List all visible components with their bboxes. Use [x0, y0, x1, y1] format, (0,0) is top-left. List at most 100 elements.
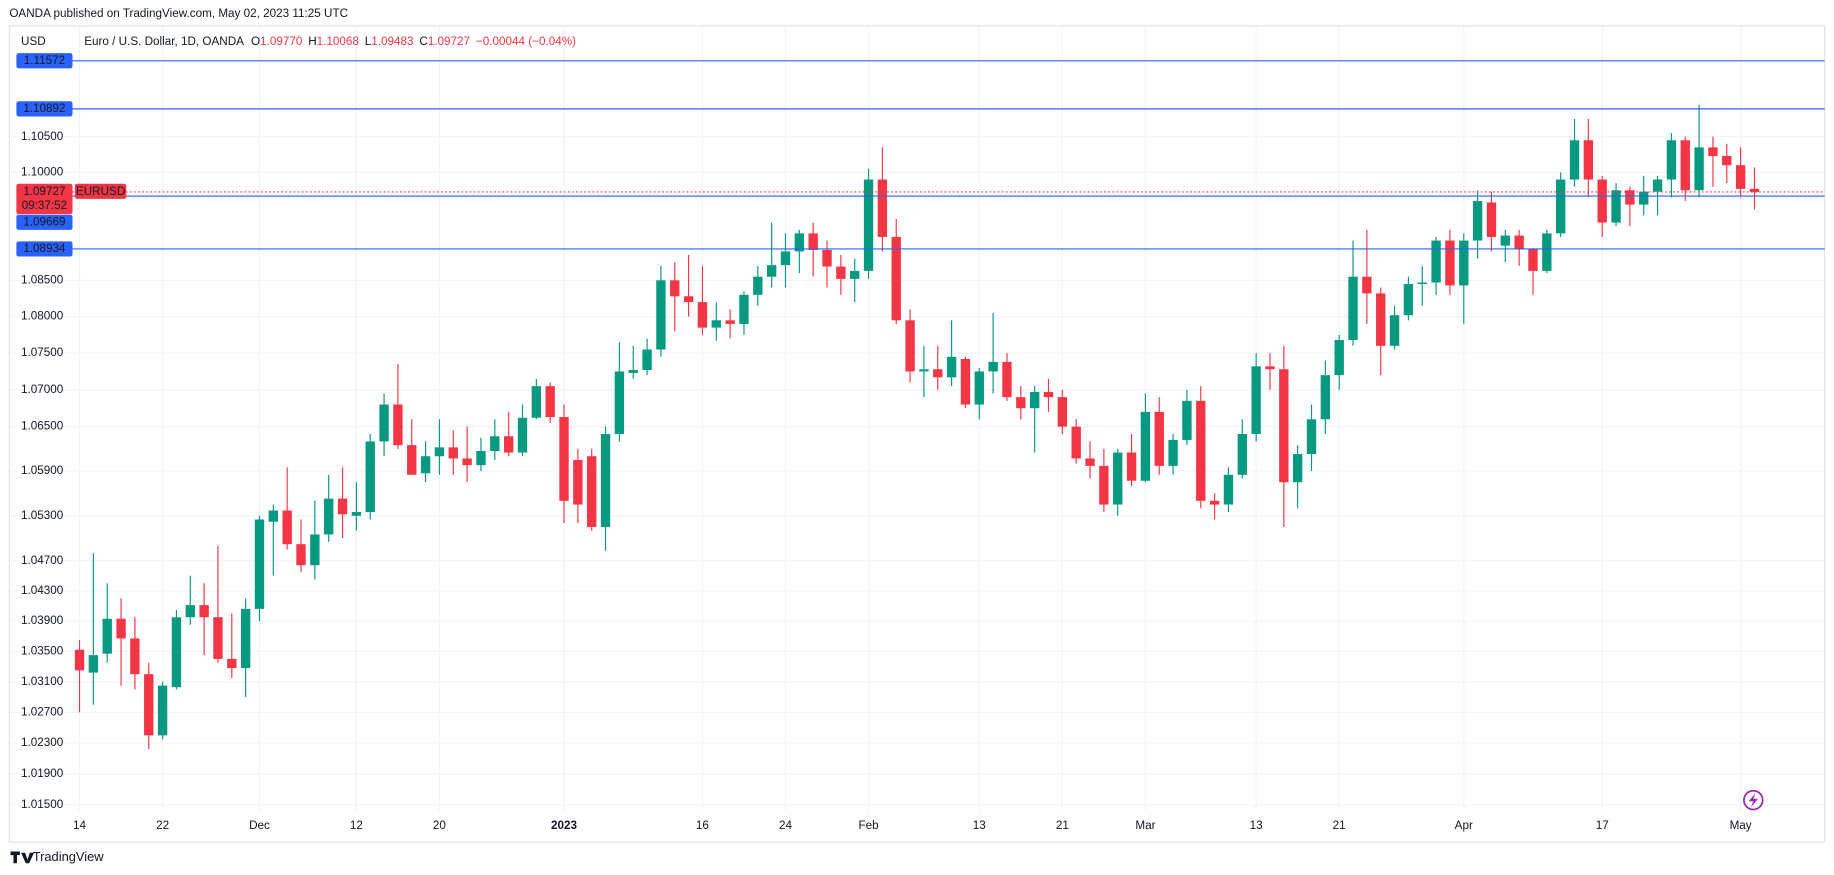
- legend-value: 1.09727: [428, 35, 470, 48]
- price-line-tag: [16, 214, 73, 230]
- price-line-tag: [16, 241, 73, 257]
- candle-body: [1528, 249, 1538, 271]
- candle-body: [725, 320, 735, 324]
- labels: 1.01500 1.01900 1.02300 1.02700 1.03100 1.035…: [16, 53, 1752, 832]
- candle-body: [1168, 439, 1178, 466]
- candle-body: [587, 456, 597, 527]
- y-tick-label: 1.10000: [21, 165, 64, 178]
- y-tick-label: 1.03500: [21, 644, 64, 657]
- y-tick-label: 1.05900: [21, 464, 64, 477]
- legend-value: 1.09770: [260, 35, 303, 48]
- candle-body: [1348, 276, 1358, 340]
- candle-body: [503, 436, 514, 453]
- candle-body: [1057, 397, 1068, 427]
- x-tick-label: Dec: [249, 819, 270, 832]
- candle-body: [1666, 140, 1677, 180]
- candle-body: [1085, 458, 1095, 466]
- price-line-tag: [16, 101, 73, 117]
- candle-body: [1389, 315, 1400, 346]
- legend-value: 1.09483: [371, 35, 413, 48]
- icon-bolt[interactable]: [1748, 793, 1758, 808]
- y-tick-label: 1.04700: [21, 554, 64, 567]
- candle-body: [1652, 179, 1663, 192]
- candle-body: [933, 369, 943, 378]
- candle-body: [490, 436, 500, 452]
- candle-body: [1694, 147, 1704, 191]
- icon-ring[interactable]: [1743, 789, 1764, 811]
- candle-body: [1569, 140, 1580, 180]
- candle-body: [1486, 202, 1497, 237]
- legend: Euro / U.S. Dollar, 1D, OANDA O1.09770 H1.…: [84, 35, 576, 48]
- candle-body: [531, 386, 542, 418]
- x-tick-label: 13: [973, 819, 986, 832]
- candle-body: [213, 617, 223, 659]
- x-tick-label: 14: [73, 819, 87, 832]
- candle-body: [600, 434, 611, 527]
- candle-body: [1237, 434, 1247, 475]
- y-tick-label: 1.07000: [21, 383, 64, 396]
- candle-body: [1611, 190, 1621, 223]
- candle-body: [1376, 293, 1386, 346]
- candle-body: [130, 638, 140, 675]
- legend-value: 1.10068: [317, 35, 359, 48]
- legend-key: O: [251, 35, 260, 48]
- candle-body: [1403, 283, 1414, 316]
- candle-body: [946, 356, 957, 378]
- price-line-label: 1.08934: [23, 242, 66, 255]
- header: OANDA published on TradingView.com, May …: [9, 7, 348, 20]
- y-tick-label: 1.02700: [21, 705, 64, 718]
- candle-body: [739, 294, 749, 324]
- candle-body: [683, 296, 694, 303]
- candle-body: [1597, 179, 1607, 223]
- candle-body: [628, 369, 638, 373]
- candle-body: [254, 519, 265, 609]
- candle-body: [1251, 366, 1261, 435]
- x-tick-label: 16: [696, 819, 709, 832]
- last-price-tag: [16, 183, 73, 215]
- x-tick-label: 21: [1056, 819, 1069, 832]
- candle-body: [1334, 339, 1344, 376]
- candle-body: [794, 233, 805, 252]
- candle-body: [157, 685, 168, 736]
- candle-body: [1140, 411, 1151, 481]
- candle-body: [351, 512, 362, 516]
- candle-body: [407, 445, 417, 475]
- candle-body: [836, 266, 846, 279]
- last-price-label: 1.09727: [23, 185, 65, 198]
- candle-body: [822, 249, 832, 267]
- price-line-label: 1.10892: [23, 102, 65, 115]
- candle-body: [1722, 155, 1732, 166]
- candle-body: [1680, 140, 1690, 191]
- candle-body: [1099, 465, 1109, 505]
- candle-body: [1265, 366, 1275, 370]
- candle-body: [296, 544, 306, 566]
- candle-body: [642, 349, 652, 370]
- candle-body: [863, 179, 874, 271]
- lightning-icon[interactable]: [1743, 789, 1764, 811]
- candle-body: [670, 280, 680, 297]
- x-tick-label: 20: [433, 819, 447, 832]
- candle-body: [517, 417, 528, 453]
- candle-body: [282, 510, 292, 545]
- candle-body: [1362, 276, 1372, 294]
- x-tick-label: 22: [156, 819, 169, 832]
- legend-change: −0.00044 (−0.04%): [476, 35, 576, 48]
- candle-body: [365, 441, 375, 513]
- candle-body: [877, 179, 888, 237]
- candle-body: [1542, 233, 1552, 271]
- candle-body: [614, 371, 625, 435]
- symbol-label: EURUSD: [76, 185, 125, 198]
- candle-body: [1154, 411, 1164, 466]
- candle-body: [1639, 191, 1649, 205]
- candle-body: [420, 456, 431, 474]
- y-tick-label: 1.07500: [21, 346, 64, 359]
- candle-body: [1749, 188, 1760, 192]
- y-tick-label: 1.04300: [21, 584, 64, 597]
- candle-body: [462, 458, 472, 466]
- y-tick-label: 1.08000: [21, 310, 64, 323]
- candle-body: [919, 369, 929, 372]
- y-tick-label: 1.02300: [21, 736, 64, 749]
- candle-body: [1126, 452, 1137, 481]
- candle-body: [88, 655, 99, 673]
